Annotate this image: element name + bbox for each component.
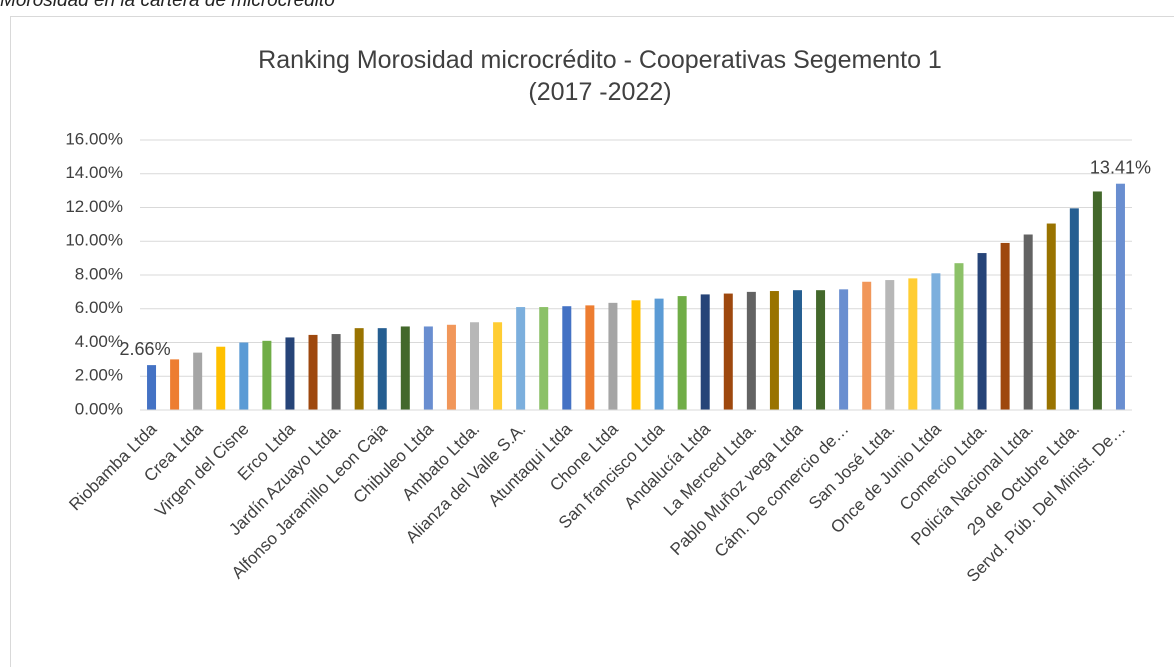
bar <box>770 291 779 410</box>
bar <box>539 307 548 410</box>
bar <box>724 294 733 410</box>
bar <box>885 280 894 410</box>
bar <box>978 253 987 410</box>
bar <box>632 300 641 410</box>
bar <box>931 273 940 410</box>
bar <box>816 290 825 410</box>
bar <box>678 296 687 410</box>
bar <box>493 322 502 410</box>
bar <box>239 343 248 411</box>
data-label: 13.41% <box>1090 158 1151 178</box>
chart-title: (2017 -2022) <box>528 78 671 106</box>
y-tick-label: 0.00% <box>75 399 123 418</box>
bar <box>1070 208 1079 410</box>
bar <box>262 341 271 410</box>
bar <box>585 305 594 410</box>
bar <box>655 299 664 410</box>
bar <box>332 334 341 410</box>
bar <box>701 294 710 410</box>
bar <box>516 307 525 410</box>
y-tick-label: 8.00% <box>75 264 123 283</box>
bar <box>147 365 156 410</box>
bar <box>1047 224 1056 410</box>
bar <box>355 328 364 410</box>
y-tick-label: 4.00% <box>75 332 123 351</box>
bar <box>285 337 294 410</box>
bar <box>1116 184 1125 410</box>
bar <box>608 303 617 410</box>
bar <box>862 282 871 410</box>
y-tick-label: 10.00% <box>65 231 123 250</box>
bar <box>401 326 410 410</box>
bar <box>908 278 917 410</box>
y-tick-label: 6.00% <box>75 298 123 317</box>
chart-title: Ranking Morosidad microcrédito - Coopera… <box>258 46 942 74</box>
bar <box>309 335 318 410</box>
bar <box>562 306 571 410</box>
y-tick-label: 2.00% <box>75 366 123 385</box>
bar <box>170 359 179 410</box>
bar <box>216 347 225 410</box>
bar <box>839 289 848 410</box>
bar <box>193 353 202 410</box>
bar <box>447 325 456 410</box>
bar <box>1093 191 1102 410</box>
bar <box>793 290 802 410</box>
bar <box>470 322 479 410</box>
bar <box>747 292 756 410</box>
data-label: 2.66% <box>120 339 171 359</box>
bar <box>424 326 433 410</box>
bar <box>1001 243 1010 410</box>
y-tick-label: 14.00% <box>65 163 123 182</box>
bar <box>378 328 387 410</box>
y-tick-label: 12.00% <box>65 197 123 216</box>
bar <box>1024 235 1033 411</box>
y-tick-label: 16.00% <box>65 129 123 148</box>
x-tick-label: Chibuleo Ltda <box>350 419 438 507</box>
bar <box>954 263 963 410</box>
caption: Morosidad en la cartera de microcrédito <box>0 0 335 11</box>
